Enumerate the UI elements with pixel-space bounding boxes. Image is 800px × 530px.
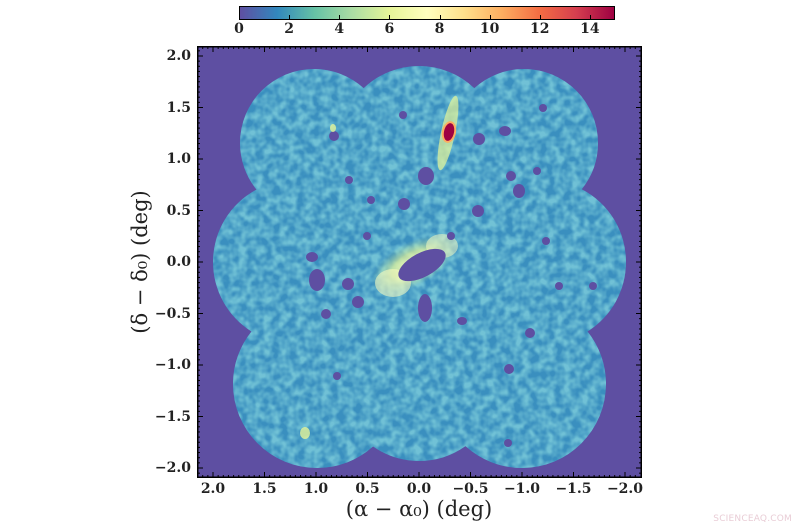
colorbar-tick-label: 14 [580,21,600,37]
x-tick-label: −1.0 [503,481,541,497]
x-tick-label: 1.5 [252,481,277,497]
x-tick-label: 0.5 [355,481,380,497]
x-tick-label: −2.0 [606,481,644,497]
x-tick-label: −1.5 [555,481,592,497]
colorbar-tick [289,15,291,20]
y-tick-label: −0.5 [154,305,191,322]
colorbar-gradient [240,7,614,19]
colorbar-tick-label: 0 [234,21,244,37]
y-tick-label: 1.5 [166,99,191,116]
x-tick-label: 2.0 [200,481,226,497]
colorbar-tick [389,15,391,20]
colorbar-tick [539,15,541,20]
colorbar-tick [489,15,491,20]
heatmap-plot-area [197,46,642,478]
watermark: SCIENCEAQ.COM [713,514,792,524]
y-tick-label: −1.5 [154,408,191,425]
y-tick-label: −1.0 [154,357,191,373]
colorbar-tick [439,15,441,20]
colorbar-tick-label: 4 [334,21,345,37]
y-tick-label: 1.0 [166,151,191,167]
y-tick-label: 2.0 [166,48,191,64]
colorbar [239,6,615,20]
y-axis-label: (δ − δ₀) (deg) [128,190,152,334]
y-tick-label: −2.0 [154,460,191,476]
colorbar-tick-label: 12 [530,21,550,37]
heatmap-image [197,46,642,478]
colorbar-tick-label: 8 [434,21,445,37]
colorbar-tick [589,15,591,20]
colorbar-tick [339,15,341,20]
x-tick-label: −0.5 [452,481,489,497]
y-tick-label: 0.5 [166,202,191,219]
x-tick-label: 0.0 [406,481,432,497]
y-tick-label: 0.0 [166,254,191,270]
x-tick-label: 1.0 [303,481,329,497]
colorbar-tick-label: 6 [384,21,395,37]
colorbar-tick-label: 10 [479,21,500,37]
x-axis-label: (α − α₀) (deg) [345,497,493,521]
colorbar-tick-label: 2 [284,21,294,37]
